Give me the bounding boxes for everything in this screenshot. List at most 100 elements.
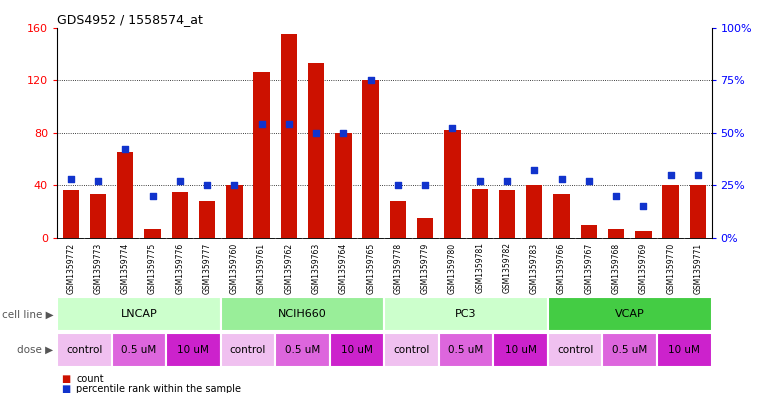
Text: GSM1359771: GSM1359771 [693,242,702,294]
Text: LNCAP: LNCAP [120,309,158,320]
Point [65,176,77,182]
Text: GSM1359766: GSM1359766 [557,242,566,294]
Bar [548,333,603,367]
Bar [689,185,706,238]
Bar [553,195,570,238]
Text: GSM1359764: GSM1359764 [339,242,348,294]
Text: GDS4952 / 1558574_at: GDS4952 / 1558574_at [57,13,203,26]
Point [473,178,486,184]
Bar [662,185,679,238]
Text: 10 uM: 10 uM [505,345,537,355]
Text: count: count [76,374,103,384]
Bar [275,333,330,367]
Bar [90,195,106,238]
Bar [548,298,712,331]
Bar [444,130,460,238]
Text: GSM1359780: GSM1359780 [448,242,457,294]
Point [337,129,349,136]
Text: GSM1359762: GSM1359762 [285,242,293,294]
Text: GSM1359769: GSM1359769 [639,242,648,294]
Bar [62,191,79,238]
Text: ■: ■ [61,384,70,393]
Bar [57,298,221,331]
Bar [362,80,379,238]
Text: GSM1359767: GSM1359767 [584,242,594,294]
Point [692,171,704,178]
Point [392,182,404,188]
Text: 0.5 uM: 0.5 uM [285,345,320,355]
Text: 0.5 uM: 0.5 uM [121,345,157,355]
Bar [199,201,215,238]
Bar [493,333,548,367]
Bar [439,333,493,367]
Text: control: control [230,345,266,355]
Point [365,77,377,83]
Point [228,182,240,188]
Text: PC3: PC3 [455,309,477,320]
Text: GSM1359778: GSM1359778 [393,242,403,294]
Text: GSM1359770: GSM1359770 [666,242,675,294]
Point [556,176,568,182]
Text: GSM1359781: GSM1359781 [476,242,484,294]
Text: GSM1359773: GSM1359773 [94,242,103,294]
Bar [221,333,275,367]
Point [528,167,540,174]
Point [419,182,431,188]
Bar [221,298,384,331]
Bar [335,132,352,238]
Bar [281,34,297,238]
Point [583,178,595,184]
Text: GSM1359779: GSM1359779 [421,242,430,294]
Text: GSM1359774: GSM1359774 [121,242,129,294]
Text: control: control [66,345,103,355]
Text: 10 uM: 10 uM [177,345,209,355]
Text: control: control [557,345,594,355]
Bar [603,333,657,367]
Text: GSM1359777: GSM1359777 [202,242,212,294]
Bar [57,333,112,367]
Text: GSM1359763: GSM1359763 [312,242,320,294]
Text: GSM1359768: GSM1359768 [612,242,620,294]
Bar [608,229,624,238]
Text: cell line ▶: cell line ▶ [2,309,53,320]
Bar [472,189,488,238]
Text: 0.5 uM: 0.5 uM [448,345,484,355]
Point [256,121,268,127]
Text: GSM1359761: GSM1359761 [257,242,266,294]
Text: 10 uM: 10 uM [341,345,373,355]
Text: NCIH660: NCIH660 [278,309,327,320]
Text: 10 uM: 10 uM [668,345,700,355]
Point [201,182,213,188]
Text: GSM1359772: GSM1359772 [66,242,75,294]
Bar [117,152,133,238]
Bar [526,185,543,238]
Point [283,121,295,127]
Bar [499,191,515,238]
Text: GSM1359783: GSM1359783 [530,242,539,294]
Text: VCAP: VCAP [615,309,645,320]
Point [637,203,649,209]
Text: percentile rank within the sample: percentile rank within the sample [76,384,241,393]
Text: GSM1359775: GSM1359775 [148,242,157,294]
Point [447,125,459,132]
Text: GSM1359782: GSM1359782 [502,242,511,294]
Bar [384,333,439,367]
Bar [390,201,406,238]
Point [310,129,322,136]
Bar [330,333,384,367]
Bar [166,333,221,367]
Text: GSM1359765: GSM1359765 [366,242,375,294]
Bar [253,72,269,238]
Bar [581,225,597,238]
Bar [145,229,161,238]
Text: GSM1359776: GSM1359776 [175,242,184,294]
Text: ■: ■ [61,374,70,384]
Bar [657,333,712,367]
Text: 0.5 uM: 0.5 uM [612,345,648,355]
Point [501,178,513,184]
Bar [384,298,548,331]
Bar [172,192,188,238]
Text: dose ▶: dose ▶ [18,345,53,355]
Bar [308,63,324,238]
Bar [635,231,651,238]
